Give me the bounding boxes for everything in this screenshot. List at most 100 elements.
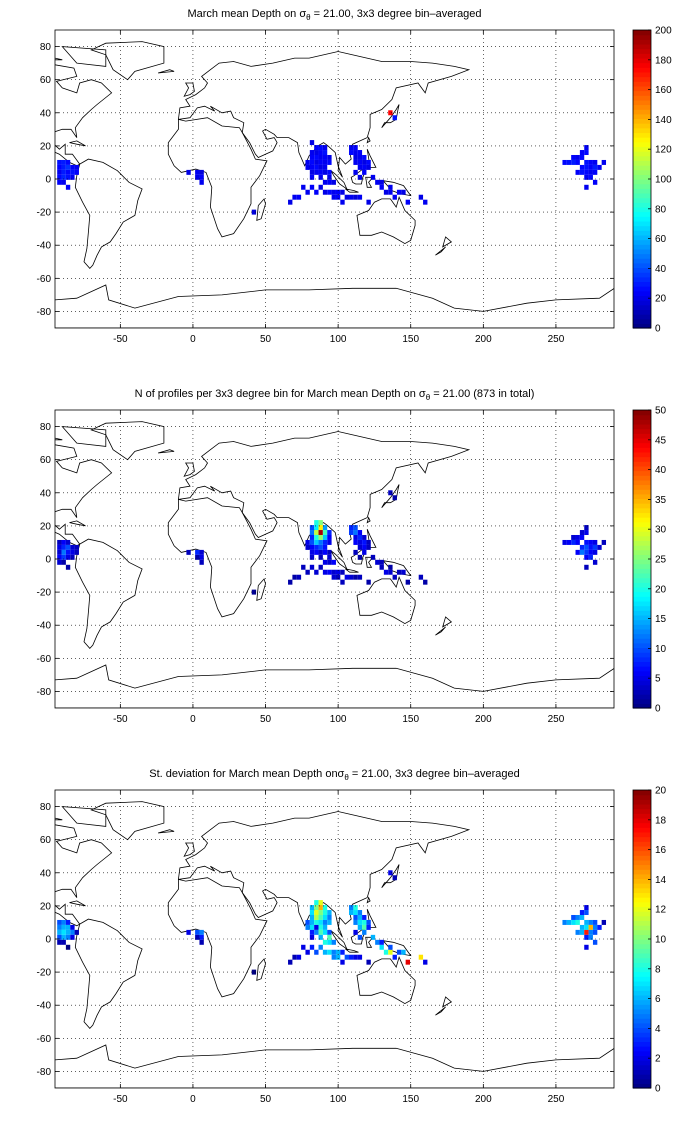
colorbar-segment [633,39,651,45]
data-bin [331,574,336,580]
data-bin [199,939,204,945]
colorbar-segment [633,123,651,129]
data-bin [327,530,332,535]
data-bin [65,934,71,940]
colorbar-segment [633,1008,651,1015]
data-bin [327,919,332,925]
data-bin [335,949,341,955]
y-tick-label: 60 [40,455,52,466]
data-bin [584,929,589,935]
colorbar-segment [633,666,651,672]
colorbar-segment [633,465,651,472]
grid [55,790,614,1088]
data-bin [301,944,306,950]
colorbar-segment [633,878,651,884]
colorbar-segment [633,1074,651,1080]
data-bin [70,929,75,935]
data-bin [292,574,297,580]
coastline [55,1044,614,1088]
data-bin [322,924,328,930]
data-bin [309,554,315,560]
data-bin [566,919,572,925]
colorbar-tick-label: 0 [655,324,661,335]
data-bin [379,179,384,185]
data-bin [301,184,306,190]
data-bin [186,929,191,935]
x-tick-label: 50 [260,1094,272,1105]
data-bin [362,919,367,925]
data-bin [195,554,200,560]
colorbar-segment [633,248,651,255]
data-bin [309,539,315,545]
coastlines [55,41,614,328]
data-bin [318,905,323,911]
colorbar-segment [633,582,651,588]
colorbar-segment [633,314,651,320]
data-bin [383,569,389,575]
data-bin [592,159,598,165]
coastline [55,57,63,61]
data-bins [57,110,607,215]
data-bin [322,559,328,565]
data-bin [186,169,191,175]
data-bin [301,564,306,570]
colorbar-segment [633,559,651,565]
colorbar-segment [633,419,651,425]
colorbar-segment [633,813,651,819]
colorbar-segment [633,971,651,977]
y-tick-label: 80 [40,42,52,53]
colorbar-segment [633,549,651,555]
colorbar-segment [633,1018,651,1024]
data-bin [571,154,576,160]
data-bin [327,174,332,180]
colorbar-segment [633,410,651,416]
data-bin [575,919,580,925]
data-bin [588,164,593,170]
colorbar-tick-label: 40 [655,465,667,476]
data-bin [57,549,62,555]
data-bin [379,559,384,565]
data-bin [327,939,332,945]
data-bin [353,525,358,531]
colorbar-tick-label: 25 [655,555,667,566]
data-bin [601,919,607,925]
colorbar-segment [633,211,651,217]
colorbar-segment [633,929,651,935]
colorbar-tick-label: 15 [655,614,667,625]
data-bin [344,194,350,200]
colorbar-segment [633,887,651,894]
data-bin [322,525,328,531]
colorbar-segment [633,1046,651,1052]
data-bin [584,924,589,930]
colorbar-segment [633,30,651,36]
data-bin [349,525,354,531]
colorbar-segment [633,230,651,236]
data-bin [65,919,71,925]
data-bin [344,574,350,580]
data-bin [186,549,191,555]
colorbar-segment [633,197,651,203]
data-bin [305,949,310,955]
colorbar-segment [633,799,651,805]
data-bin [65,929,71,935]
coastline [330,930,348,951]
data-bin [309,530,315,535]
data-bin [314,150,319,155]
data-bin [314,145,319,151]
data-bin [65,544,71,550]
colorbar-tick-label: 18 [655,815,667,826]
colorbar-segment [633,610,651,616]
colorbar-segment [633,169,651,175]
colorbar-tick-label: 140 [655,115,672,126]
colorbar-segment [633,948,651,954]
colorbar-tick-label: 45 [655,435,667,446]
colorbar-segment [633,267,651,273]
coastline [366,896,371,904]
colorbar-segment [633,1055,651,1061]
data-bin [327,559,332,565]
data-bin [322,549,328,555]
colorbar-segment [633,614,651,621]
data-bin [318,530,323,535]
data-bin [366,959,371,965]
